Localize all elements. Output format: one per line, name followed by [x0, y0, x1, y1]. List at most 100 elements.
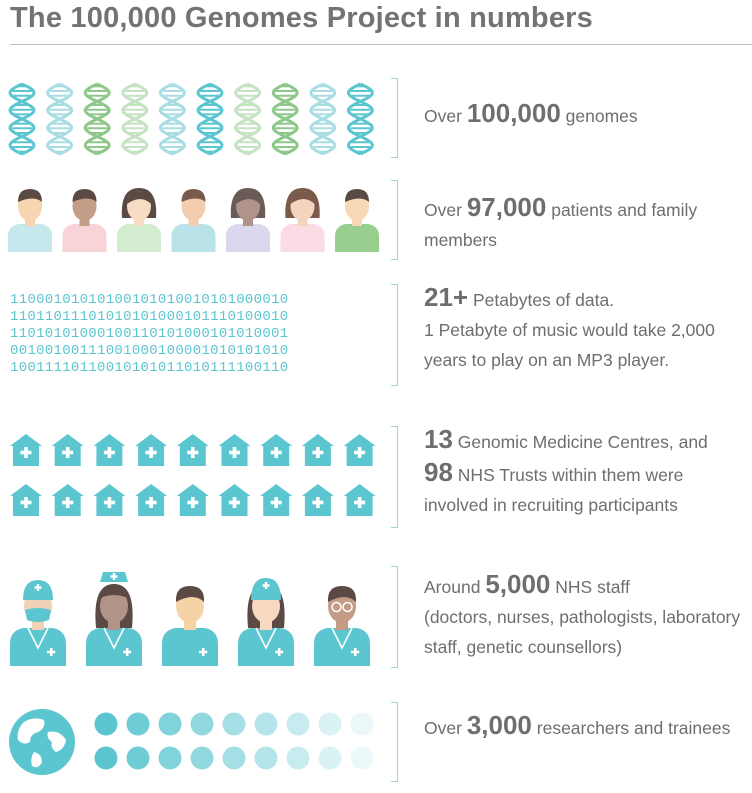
- staff-rest: NHS staff: [555, 577, 630, 597]
- dot-icon: [350, 746, 374, 770]
- person-icon: [117, 188, 161, 252]
- centres-section: 13 Genomic Medicine Centres, and 98 NHS …: [0, 424, 752, 530]
- hospital-icon: [218, 434, 251, 466]
- dot-icon: [222, 712, 246, 736]
- person-icon: [335, 189, 379, 252]
- binary-line: 11010101000100110101000101010001: [10, 326, 289, 342]
- dot-icon: [158, 712, 182, 736]
- genomes-rest: genomes: [565, 106, 638, 126]
- hospital-icon: [51, 434, 84, 466]
- data-section: 11000101010100101010010101000010 11011011…: [0, 282, 752, 388]
- people-icon-row: [8, 188, 379, 252]
- staff-text: Around 5,000 NHS staff (doctors, nurses,…: [424, 569, 752, 662]
- data-number: 21+: [424, 282, 469, 312]
- hospital-icon: [260, 484, 293, 516]
- trusts-number: 98: [424, 457, 453, 487]
- dot-icon: [318, 712, 342, 736]
- hospital-icon: [260, 434, 293, 466]
- dna-helix-icon: [347, 82, 374, 156]
- section-bracket: [391, 566, 398, 668]
- dot-icon: [126, 746, 150, 770]
- health-worker-icon: [162, 586, 218, 666]
- dot-icon: [350, 712, 374, 736]
- dot-icon: [222, 746, 246, 770]
- section-bracket: [391, 702, 398, 782]
- section-bracket: [391, 284, 398, 386]
- dna-helix-icon: [309, 82, 337, 156]
- dna-helix-icon: [83, 82, 111, 156]
- patients-section: Over 97,000 patients and family members: [0, 180, 752, 260]
- hospital-icon: [93, 484, 126, 516]
- hospital-icon: [343, 484, 376, 516]
- health-worker-icon: [10, 580, 66, 666]
- centres-number: 13: [424, 424, 453, 454]
- dot-icon: [254, 712, 278, 736]
- dna-helix-icon: [46, 82, 73, 156]
- hospital-icon: [10, 484, 42, 516]
- hospital-icon: [301, 434, 334, 466]
- dot-icon: [158, 746, 182, 770]
- hospital-icon: [10, 434, 42, 466]
- dot-icon: [286, 712, 310, 736]
- trusts-rest: NHS Trusts within them were involved in …: [424, 465, 684, 515]
- patients-lead: Over: [424, 200, 462, 220]
- binary-line: 10011110110010101011010111100110: [10, 360, 289, 376]
- globe-icon: [9, 709, 75, 775]
- dna-helix-icon: [196, 82, 224, 156]
- binary-line: 00100100111001000100001010101010: [10, 343, 289, 359]
- dot-icon: [190, 712, 214, 736]
- staff-icon-row: [10, 572, 370, 666]
- hospital-icon: [343, 434, 376, 466]
- dna-helix-icon: [8, 82, 36, 156]
- dna-helix-icon: [234, 82, 261, 156]
- dna-icon-row: [8, 82, 374, 156]
- researchers-section: Over 3,000 researchers and trainees: [0, 702, 752, 784]
- dna-helix-icon: [159, 82, 186, 156]
- dot-icon: [190, 746, 214, 770]
- dot-icon: [318, 746, 342, 770]
- data-text: 21+ Petabytes of data. 1 Petabyte of mus…: [424, 282, 752, 375]
- genomes-text: Over 100,000 genomes: [424, 98, 752, 131]
- hospital-icon: [135, 434, 168, 466]
- section-bracket: [391, 426, 398, 528]
- patients-number: 97,000: [466, 192, 547, 222]
- dot-icon: [94, 712, 118, 736]
- binary-line: 11000101010100101010010101000010: [10, 292, 289, 308]
- genomes-lead: Over: [424, 106, 462, 126]
- dna-helix-icon: [121, 82, 149, 156]
- researchers-lead: Over: [424, 718, 462, 738]
- hospital-icon: [51, 484, 84, 516]
- section-bracket: [391, 180, 398, 260]
- hospital-icon-grid: [10, 434, 376, 516]
- staff-number: 5,000: [485, 569, 551, 599]
- data-rest: Petabytes of data.: [472, 290, 615, 310]
- patients-text: Over 97,000 patients and family members: [424, 192, 752, 255]
- page-title: The 100,000 Genomes Project in numbers: [10, 2, 593, 34]
- binary-line: 11011011101010101000101110100010: [10, 309, 289, 325]
- centres-rest: Genomic Medicine Centres, and: [457, 432, 708, 452]
- hospital-icon: [135, 484, 168, 516]
- title-divider: [10, 44, 752, 45]
- person-icon: [62, 189, 107, 252]
- hospital-icon: [176, 484, 209, 516]
- dot-icon: [286, 746, 310, 770]
- staff-section: Around 5,000 NHS staff (doctors, nurses,…: [0, 566, 752, 670]
- person-icon: [8, 189, 52, 252]
- person-icon: [171, 189, 216, 252]
- hospital-icon: [218, 484, 251, 516]
- person-icon: [280, 188, 325, 252]
- dot-icon: [94, 746, 118, 770]
- person-icon: [226, 188, 270, 252]
- dot-icon: [126, 712, 150, 736]
- binary-digits: 11000101010100101010010101000010 11011011…: [10, 292, 288, 377]
- researchers-number: 3,000: [466, 710, 532, 740]
- staff-lead: Around: [424, 577, 481, 597]
- genomes-number: 100,000: [466, 98, 561, 128]
- hospital-icon: [93, 434, 126, 466]
- dna-helix-icon: [271, 82, 299, 156]
- researchers-rest: researchers and trainees: [536, 718, 731, 738]
- centres-text: 13 Genomic Medicine Centres, and 98 NHS …: [424, 424, 752, 520]
- hospital-icon: [301, 484, 334, 516]
- globe-and-dots-row: [9, 709, 374, 775]
- section-bracket: [391, 78, 398, 158]
